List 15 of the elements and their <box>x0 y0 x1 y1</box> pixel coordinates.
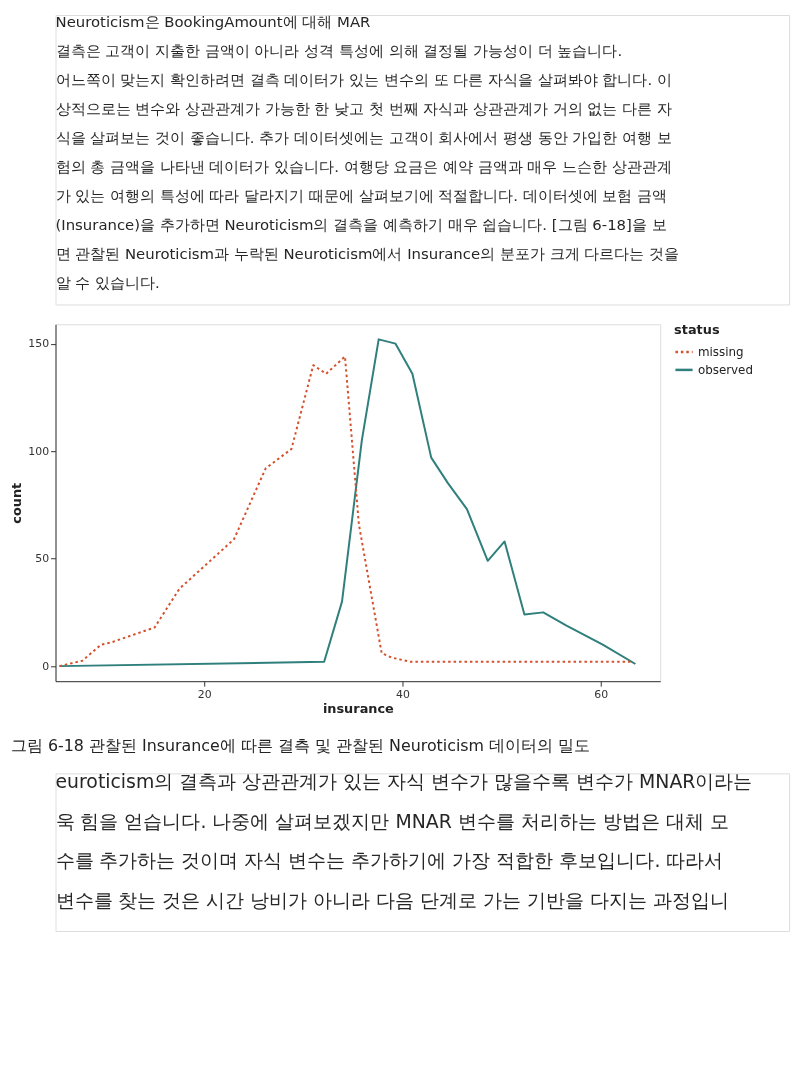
text: Neuroticism은 BookingAmount에 대해 MAR 결측은 고객이 지출한 금액이 아니라 성격 특성에 의해 결정될 가능성이 더 높습니다. 어느쪽이 맞는지 확인하려면 결측 데이터가 있는 변수의 또 다른 자식을 살펴봐야 합니다. 이 상적으로는 변수와 상관관계가 가능한 한 낮고 첫 번째 자식과 상관관계가 거의 없는 다른 자 식을 살펴보는 것이 좋습니다. 추가 데이터셋에는 고객이 회사에서 평생 동안 가입한 여행 보 험의 총 금액을 나타낸 데이터가 있습니다. 여행당 요금은 예약 금액과 매우 느슨한 상관관계 가 있는 여행의 특성에 따라 달라지기 때문에 살펴보기에 적절합니다. 데이터셋에 보험 금액 (Insurance)을 추가하면 Neuroticism의 결측을 예측하기 매우 쉽습니다. [그림 6-18]을 보 면 관찰된 Neuroticism과 누락된 Neuroticism에서 Insurance의 분포가 크게 다르다는 것을 알 수 있습니다. <box>55 12 679 292</box>
y-tick-label: 150 <box>28 337 50 351</box>
x-tick-label: 40 <box>396 687 410 701</box>
x-axis-title: insurance <box>322 701 395 717</box>
legend-label: observed <box>697 362 753 377</box>
legend-title: status <box>674 322 720 338</box>
text: euroticism의 결측과 상관관계가 있는 자식 변수가 많을수록 변수가 MNAR이라는 욱 힘을 얻습니다. 나중에 살펴보겠지만 MNAR 변수를 처리하는 방법은 대체 모 수를 추가하는 것이며 자식 변수는 추가하기에 가장 적합한 후보입니다. 따라서 변수를 찾는 것은 시간 낭비가 아니라 다음 단계로 가는 기반을 다지는 과정입니 <box>55 771 753 911</box>
y-tick-label: 100 <box>28 444 50 458</box>
legend-label: missing <box>697 345 744 360</box>
y-tick-label: 50 <box>35 552 50 566</box>
y-axis-title: count <box>9 482 25 524</box>
y-tick-label: 0 <box>42 659 50 673</box>
x-tick-label: 20 <box>197 687 212 701</box>
text: 그림 6-18 관찰된 Insurance에 따른 결측 및 관찰된 Neuroticism 데이터의 밀도 <box>10 735 591 755</box>
x-tick-label: 60 <box>594 687 609 701</box>
